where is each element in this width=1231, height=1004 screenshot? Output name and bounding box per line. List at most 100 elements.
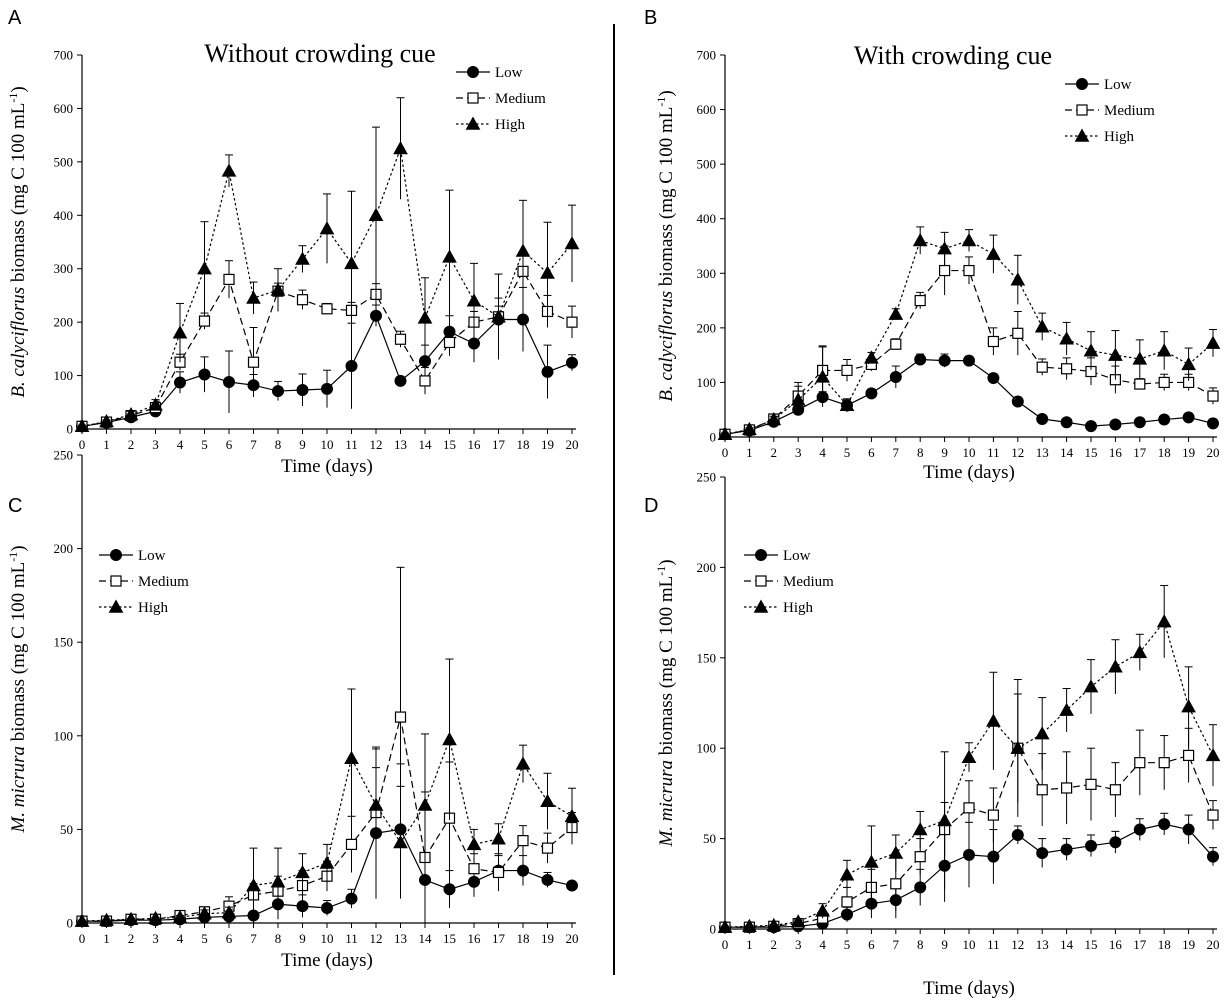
series-medium: [719, 693, 1219, 933]
data-point: [344, 255, 359, 270]
x-tick-label: 6: [868, 445, 875, 460]
legend-marker: [1076, 104, 1088, 116]
x-tick-label: 8: [917, 445, 924, 460]
y-tick-label: 150: [697, 650, 717, 665]
data-point: [417, 797, 433, 811]
data-point: [295, 251, 310, 265]
data-point: [1085, 839, 1097, 852]
data-point: [370, 309, 382, 322]
data-point: [1109, 836, 1122, 849]
data-point: [394, 374, 407, 387]
y-tick-label: 100: [54, 728, 74, 743]
x-tick-label: 2: [771, 937, 778, 952]
x-tick-label: 5: [201, 437, 208, 452]
x-tick-label: 18: [1158, 445, 1171, 460]
data-point: [815, 903, 830, 917]
legend-entry-medium: Medium: [1065, 103, 1155, 119]
y-axis-label: M. micrura biomass (mg C 100 mL-1): [6, 545, 29, 833]
legend-entry-medium: Medium: [744, 574, 834, 590]
x-tick-label: 8: [275, 437, 282, 452]
data-point: [937, 241, 952, 255]
data-point: [74, 418, 90, 433]
data-point: [296, 294, 309, 306]
legend-entry-high: High: [456, 116, 526, 133]
y-tick-label: 500: [54, 154, 74, 169]
data-point: [1085, 778, 1097, 790]
data-point: [987, 335, 1000, 348]
x-tick-label: 3: [795, 445, 802, 460]
data-point: [394, 333, 407, 345]
legend-marker: [1074, 128, 1090, 142]
x-tick-label: 10: [321, 437, 334, 452]
series-high: [74, 658, 580, 927]
data-point: [517, 835, 529, 847]
x-tick-label: 16: [1109, 445, 1123, 460]
legend-label: High: [138, 600, 169, 616]
data-point: [1036, 361, 1048, 373]
data-point: [540, 793, 555, 808]
data-point: [717, 919, 733, 933]
data-point: [1011, 395, 1024, 408]
x-tick-label: 9: [941, 937, 948, 952]
data-point: [963, 354, 975, 367]
data-point: [987, 372, 1000, 385]
data-point: [517, 313, 529, 326]
x-tick-label: 15: [1085, 445, 1098, 460]
x-tick-label: 7: [250, 437, 257, 452]
data-point: [466, 836, 482, 851]
data-point: [986, 246, 1001, 260]
y-tick-label: 250: [54, 448, 74, 463]
data-point: [1034, 319, 1050, 333]
legend-label: Low: [783, 548, 811, 564]
data-point: [123, 911, 139, 925]
data-point: [270, 282, 286, 296]
data-point: [1207, 850, 1219, 863]
series-line: [81, 270, 573, 427]
data-point: [1207, 417, 1219, 430]
data-point: [394, 711, 407, 723]
x-tick-label: 20: [1207, 937, 1220, 952]
x-tick-label: 0: [79, 437, 86, 452]
x-tick-label: 13: [394, 931, 407, 946]
y-tick-label: 700: [54, 48, 74, 63]
data-point: [839, 867, 855, 881]
data-point: [1083, 343, 1099, 357]
y-axis-label-species: B. calyciflorus: [8, 287, 29, 398]
data-point: [986, 713, 1001, 727]
data-point: [492, 866, 505, 879]
data-point: [321, 303, 333, 315]
x-tick-label: 7: [893, 445, 900, 460]
y-tick-label: 100: [697, 375, 717, 390]
data-point: [1060, 363, 1073, 375]
data-point: [912, 233, 928, 247]
legend-entry-low: Low: [744, 548, 811, 564]
x-tick-label: 11: [345, 931, 358, 946]
data-point: [99, 413, 114, 428]
legend-label: Low: [138, 548, 166, 564]
data-point: [938, 354, 951, 367]
x-tick-label: 0: [722, 937, 729, 952]
x-axis-label: Time (days): [281, 456, 373, 477]
data-point: [766, 412, 782, 426]
data-point: [1109, 418, 1122, 431]
legend-marker: [755, 575, 767, 587]
data-point: [1181, 356, 1196, 371]
y-axis-label-close: ): [656, 90, 677, 96]
x-tick-label: 4: [177, 931, 184, 946]
data-point: [123, 407, 139, 421]
data-point: [468, 337, 480, 350]
data-point: [541, 365, 554, 378]
x-tick-label: 13: [1036, 937, 1049, 952]
data-point: [1083, 679, 1099, 693]
data-point: [1108, 347, 1123, 361]
panel-letter: A: [8, 7, 22, 29]
data-point: [221, 905, 237, 919]
data-point: [393, 834, 408, 849]
legend-entry-high: High: [744, 599, 814, 616]
data-point: [1108, 659, 1123, 673]
y-axis-label: B. calyciflorus biomass (mg C 100 mL-1): [6, 86, 29, 397]
y-axis-label-species: B. calyciflorus: [656, 291, 677, 402]
